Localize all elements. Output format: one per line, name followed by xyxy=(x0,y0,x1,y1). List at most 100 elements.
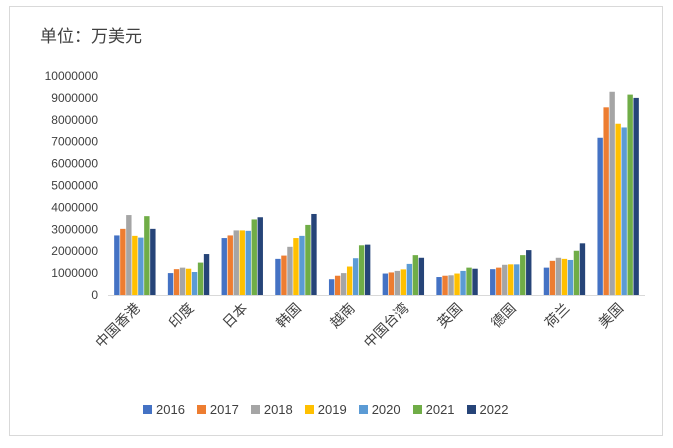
bar-2018 xyxy=(394,270,401,295)
category-label: 中国台湾 xyxy=(361,300,413,352)
y-tick-label: 10000000 xyxy=(45,69,99,83)
bar-2016 xyxy=(490,269,496,295)
bar-2016 xyxy=(221,238,227,295)
bar-2021 xyxy=(466,267,472,296)
legend-item: 2021 xyxy=(412,402,455,417)
bar-2022 xyxy=(526,250,532,295)
legend-swatch xyxy=(358,405,368,414)
category-label: 中国香港 xyxy=(93,301,144,352)
category-label: 荷兰 xyxy=(542,301,573,332)
bar-2020 xyxy=(460,270,466,295)
bar-2021 xyxy=(197,262,204,295)
bar-2021 xyxy=(358,245,365,295)
bar-2019 xyxy=(400,269,407,295)
bar-2018 xyxy=(448,275,454,295)
legend-label: 2022 xyxy=(479,402,509,417)
legend-label: 2018 xyxy=(263,402,293,417)
y-tick-label: 8000000 xyxy=(51,113,98,127)
legend-swatch xyxy=(304,405,314,414)
y-tick-label: 9000000 xyxy=(51,91,98,105)
legend-label: 2017 xyxy=(209,402,239,417)
legend-swatch xyxy=(143,405,152,414)
legend-item: 2020 xyxy=(358,402,401,417)
legend-swatch xyxy=(412,405,422,414)
legend-swatch xyxy=(466,405,476,414)
y-tick-label: 7000000 xyxy=(51,135,98,149)
bar-2021 xyxy=(251,219,257,295)
bar-2020 xyxy=(191,272,198,295)
category-label: 韩国 xyxy=(274,301,305,332)
bar-2021 xyxy=(573,250,580,295)
bar-2020 xyxy=(514,264,520,295)
bar-2017 xyxy=(388,272,395,295)
legend-swatch xyxy=(196,405,206,414)
bar-2018 xyxy=(287,246,293,295)
legend-label: 2020 xyxy=(371,402,401,417)
bar-2016 xyxy=(114,235,120,295)
bar-2022 xyxy=(472,268,478,295)
bar-2022 xyxy=(418,257,425,295)
y-tick-label: 3000000 xyxy=(51,222,98,236)
legend-item: 2019 xyxy=(304,402,347,417)
bar-2022 xyxy=(633,97,639,296)
legend-item: 2018 xyxy=(250,402,293,417)
bar-2020 xyxy=(621,127,627,295)
bar-2021 xyxy=(520,255,526,295)
bar-2017 xyxy=(603,107,609,295)
bar-2018 xyxy=(609,91,615,296)
bar-2020 xyxy=(352,258,359,295)
bar-2021 xyxy=(305,224,311,295)
bar-2017 xyxy=(227,235,233,295)
bar-2020 xyxy=(299,235,305,295)
bar-2017 xyxy=(173,269,180,295)
bar-2018 xyxy=(555,257,562,295)
legend-label: 2016 xyxy=(156,402,185,417)
bar-2017 xyxy=(442,275,448,295)
legend-label: 2021 xyxy=(425,402,455,417)
bar-2021 xyxy=(627,94,633,295)
chart-frame xyxy=(9,6,663,436)
legend-swatch xyxy=(250,405,260,414)
category-label: 日本 xyxy=(220,301,251,332)
bar-2019 xyxy=(615,123,621,296)
legend-item: 2022 xyxy=(466,402,509,417)
bar-2019 xyxy=(346,266,353,295)
legend-item: 2016 xyxy=(143,402,185,417)
bar-2022 xyxy=(311,213,317,295)
bar-2019 xyxy=(132,235,138,295)
unit-label: 单位：万美元 xyxy=(40,27,142,47)
y-tick-label: 5000000 xyxy=(51,179,98,193)
bar-2018 xyxy=(502,264,508,295)
legend-item: 2017 xyxy=(196,402,239,417)
bar-2018 xyxy=(179,267,186,296)
bar-2016 xyxy=(597,137,603,295)
bar-2016 xyxy=(328,279,335,295)
bar-2018 xyxy=(340,273,347,295)
legend: 2016 2017 2018 2019 2020 2021 2022 xyxy=(143,402,508,417)
bar-2021 xyxy=(144,216,150,295)
y-tick-label: 4000000 xyxy=(51,200,98,214)
bar-2016 xyxy=(167,273,174,295)
y-tick-label: 6000000 xyxy=(51,157,98,171)
category-label: 印度 xyxy=(166,301,197,332)
bar-2022 xyxy=(257,217,263,295)
category-label: 英国 xyxy=(434,300,466,332)
bar-2020 xyxy=(567,259,574,295)
bar-2016 xyxy=(436,277,442,295)
bar-2016 xyxy=(543,267,550,296)
bar-2016 xyxy=(275,258,281,295)
category-label: 越南 xyxy=(327,301,358,332)
bar-2022 xyxy=(150,228,156,295)
y-tick-label: 2000000 xyxy=(51,244,98,258)
bar-2022 xyxy=(203,254,210,295)
y-tick-label: 1000000 xyxy=(51,266,98,280)
bar-2018 xyxy=(233,230,239,295)
bar-2019 xyxy=(454,273,460,295)
bar-2020 xyxy=(245,230,251,295)
bar-2017 xyxy=(549,260,556,295)
legend-label: 2019 xyxy=(317,402,347,417)
bar-2016 xyxy=(382,273,389,295)
bar-2017 xyxy=(496,267,502,296)
bar-2021 xyxy=(412,255,419,295)
